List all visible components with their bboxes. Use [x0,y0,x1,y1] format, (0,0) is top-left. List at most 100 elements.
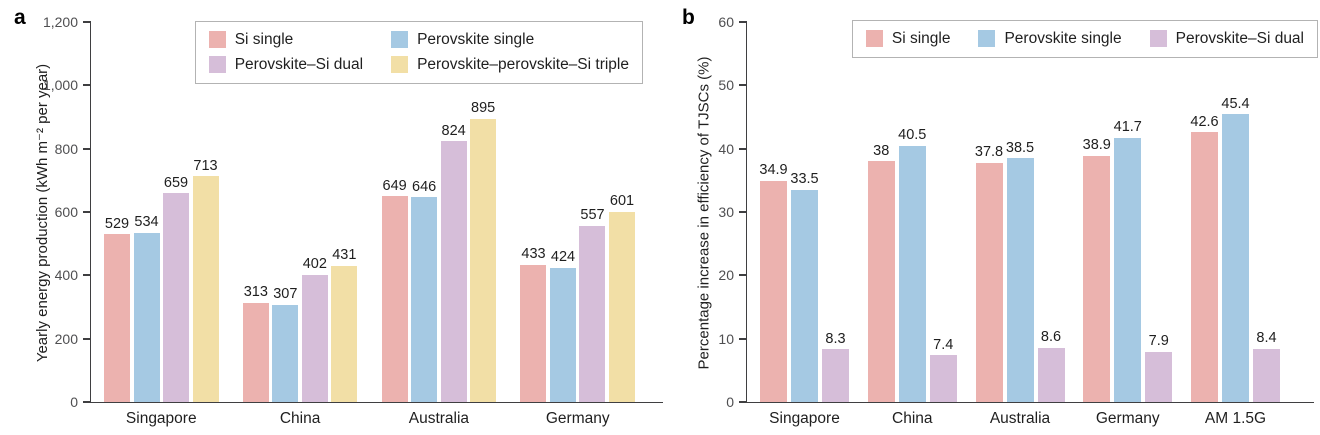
y-tick: 20 [718,268,747,282]
y-tick: 0 [726,395,747,409]
bar-group: 529 534 659 713 Singapore [104,159,219,426]
y-tick: 30 [718,205,747,219]
category-label: Australia [989,410,1051,427]
y-tick-label: 30 [718,204,734,220]
bar-value-label: 895 [471,100,496,117]
bar-value-label: 7.9 [1148,333,1169,350]
bar: 529 [104,217,130,402]
bar-groups: 529 534 659 713 Singapore 313 307 402 431 China 64… [91,101,663,426]
bar-value-label: 45.4 [1221,95,1250,112]
bar: 424 [549,250,576,402]
bar: 7.4 [929,338,957,402]
legend-item: Si single [865,30,951,48]
bar-value-label: 424 [550,249,576,266]
bar-value-label: 433 [521,246,546,263]
bar-value-label: 42.6 [1190,113,1219,130]
bar: 431 [331,248,358,402]
legend-item: Perovskite single [978,30,1122,48]
bar: 534 [133,215,160,402]
y-tick-mark [83,211,91,213]
y-tick-label: 800 [54,140,78,157]
category-label: Singapore [125,410,197,427]
bar: 557 [579,208,606,402]
legend-label: Perovskite–Si dual [1175,30,1304,47]
y-tick: 40 [718,142,747,156]
bar-groups: 34.9 33.5 8.3 Singapore 38 40.5 7.4 China 37.8 38… [747,97,1314,426]
legend-item: Perovskite single [391,31,629,49]
bar-value-label: 38.9 [1082,137,1111,154]
legend: Si single Perovskite single Perovskite–Si … [851,20,1318,58]
bar-value-label: 307 [273,286,298,303]
bar-value-label: 38 [873,142,890,159]
category-label: Germany [545,410,610,427]
plot-area-b: 0 10 20 30 40 50 60 34.9 33.5 8.3 Singapore 38 40.5 7… [718,15,1318,426]
y-tick-label: 0 [70,394,78,410]
y-tick-mark [83,147,91,150]
panel-label-a: a [14,6,26,29]
y-axis-title-b: Percentage increase in efficiency of TJS… [695,56,713,370]
y-tick-mark [739,84,747,87]
bar: 34.9 [759,163,788,402]
bar-group: 34.9 33.5 8.3 Singapore [759,163,849,426]
bar-value-label: 34.9 [759,162,788,179]
y-tick-label: 50 [718,77,734,94]
bar: 37.8 [975,145,1003,402]
legend-item: Perovskite–Si dual [1149,30,1304,48]
legend-swatch [208,31,226,49]
panel-a: a Yearly energy production (kWh m⁻² per … [14,6,663,426]
y-tick-label: 60 [718,14,734,30]
category-label: AM 1.5G [1204,410,1267,427]
y-tick-mark [739,147,747,150]
bar: 38.5 [1006,141,1034,402]
bar-group: 37.8 38.5 8.6 Australia [975,141,1065,426]
y-tick-label: 200 [54,330,78,347]
bar-value-label: 33.5 [790,171,819,188]
y-tick: 800 [55,142,91,156]
y-tick-mark [83,274,91,277]
bar-value-label: 601 [609,193,635,210]
bar: 895 [470,101,497,402]
bar-group: 313 307 402 431 China [242,248,358,426]
bar-group: 42.6 45.4 8.4 AM 1.5G [1190,97,1280,426]
bar: 307 [272,287,299,402]
bar: 42.6 [1190,115,1219,402]
bar-value-label: 402 [302,256,327,273]
legend-label: Si single [234,31,294,48]
y-tick-mark [83,401,91,403]
legend-item: Si single [208,31,363,49]
y-tick: 0 [70,395,91,409]
y-axis-title-a: Yearly energy production (kWh m⁻² per ye… [34,63,51,363]
bar: 7.9 [1145,334,1173,402]
bar: 8.3 [822,332,849,402]
legend-label: Perovskite single [417,31,535,48]
y-tick-mark [83,337,91,340]
y-tick-mark [739,337,747,340]
y-tick-label: 0 [726,394,734,410]
bar-value-label: 8.3 [825,330,846,347]
legend-swatch [208,56,226,74]
category-label: Germany [1095,410,1160,427]
bar-value-label: 659 [163,174,189,191]
bar-value-label: 8.4 [1256,330,1277,347]
bar: 40.5 [898,128,926,402]
bar-group: 433 424 557 601 Germany [520,194,635,426]
y-tick-label: 600 [54,204,78,220]
y-tick-mark [739,21,747,23]
y-tick-mark [83,21,91,23]
bar-group: 38 40.5 7.4 China [867,128,957,426]
bar: 8.6 [1037,330,1065,402]
bar-value-label: 313 [243,284,268,301]
y-tick-label: 400 [54,267,78,284]
legend-swatch [865,30,883,48]
category-label: China [892,410,933,427]
bar: 713 [192,159,219,402]
panel-label-b: b [682,6,695,29]
y-tick-mark [83,84,91,87]
y-tick-label: 1,000 [42,77,78,94]
y-tick: 60 [718,15,747,29]
y-tick-label: 1,200 [42,14,78,30]
legend-label: Si single [891,30,951,47]
bar: 38 [867,144,895,402]
bar: 649 [381,179,408,402]
